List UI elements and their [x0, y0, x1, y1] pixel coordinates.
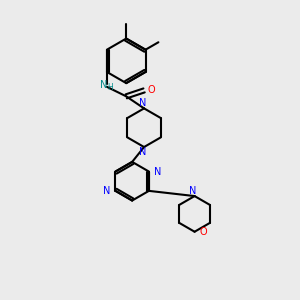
- Text: N: N: [154, 167, 162, 176]
- Text: O: O: [200, 227, 208, 237]
- Text: N: N: [139, 98, 146, 108]
- Text: H: H: [108, 83, 113, 92]
- Text: O: O: [148, 85, 155, 95]
- Text: N: N: [189, 186, 197, 196]
- Text: N: N: [103, 186, 110, 196]
- Text: N: N: [139, 147, 146, 157]
- Text: N: N: [100, 80, 108, 90]
